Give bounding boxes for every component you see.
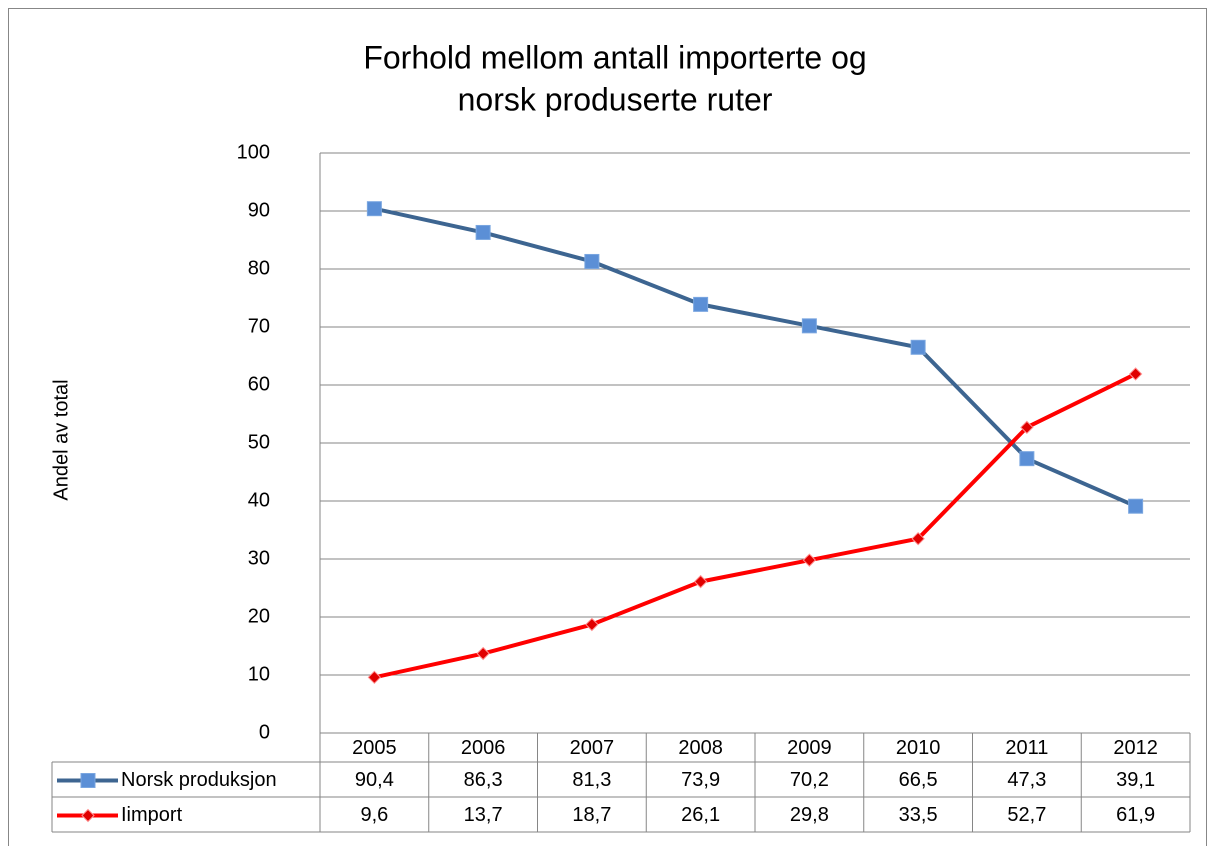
marker bbox=[910, 339, 926, 355]
x-tick-label: 2009 bbox=[787, 737, 832, 759]
x-tick-label: 2007 bbox=[570, 737, 615, 759]
marker bbox=[802, 553, 817, 567]
table-value: 26,1 bbox=[681, 804, 720, 826]
series-line bbox=[373, 206, 1137, 509]
y-tick-label: 60 bbox=[248, 373, 270, 395]
table-value: 86,3 bbox=[464, 769, 503, 791]
y-tick-label: 70 bbox=[248, 315, 270, 337]
table-value: 73,9 bbox=[681, 769, 720, 791]
x-tick-label: 2006 bbox=[461, 737, 506, 759]
marker bbox=[693, 296, 709, 312]
table-value: 90,4 bbox=[355, 769, 394, 791]
y-tick-label: 40 bbox=[248, 489, 270, 511]
y-tick-label: 0 bbox=[259, 721, 270, 743]
marker bbox=[475, 224, 491, 240]
y-tick-label: 100 bbox=[237, 141, 270, 163]
table-value: 18,7 bbox=[572, 804, 611, 826]
marker bbox=[1020, 420, 1034, 435]
chart-frame bbox=[8, 8, 1207, 846]
marker bbox=[585, 617, 599, 632]
y-tick-label: 90 bbox=[248, 199, 270, 221]
table-value: 33,5 bbox=[899, 804, 938, 826]
marker bbox=[1128, 367, 1143, 381]
marker bbox=[366, 201, 382, 217]
marker bbox=[1019, 451, 1035, 467]
table-value: 13,7 bbox=[464, 804, 503, 826]
legend-label: Norsk produksjon bbox=[121, 769, 277, 791]
marker bbox=[80, 773, 96, 788]
table-value: 81,3 bbox=[572, 769, 611, 791]
table-value: 66,5 bbox=[899, 769, 938, 791]
marker bbox=[81, 808, 95, 823]
y-tick-label: 50 bbox=[248, 431, 270, 453]
marker bbox=[476, 646, 490, 661]
y-tick-label: 20 bbox=[248, 605, 270, 627]
marker bbox=[801, 318, 817, 334]
legend-label: Iimport bbox=[121, 804, 183, 826]
x-tick-label: 2011 bbox=[1005, 737, 1048, 759]
y-tick-label: 80 bbox=[248, 257, 270, 279]
x-tick-label: 2010 bbox=[896, 737, 941, 759]
table-value: 29,8 bbox=[790, 804, 829, 826]
chart-title: norsk produserte ruter bbox=[458, 81, 773, 117]
y-axis-label: Andel av total bbox=[50, 379, 72, 500]
marker bbox=[584, 253, 600, 269]
chart-title: Forhold mellom antall importerte og bbox=[363, 39, 866, 75]
table-value: 61,9 bbox=[1116, 804, 1155, 826]
series-line bbox=[373, 372, 1137, 680]
x-tick-label: 2005 bbox=[352, 737, 397, 759]
x-tick-label: 2008 bbox=[678, 737, 723, 759]
y-tick-label: 30 bbox=[248, 547, 270, 569]
marker bbox=[911, 531, 925, 546]
marker bbox=[1128, 498, 1144, 514]
marker bbox=[693, 574, 708, 589]
table-value: 9,6 bbox=[360, 804, 388, 826]
table-value: 47,3 bbox=[1007, 769, 1046, 791]
table-value: 52,7 bbox=[1007, 804, 1046, 826]
y-tick-label: 10 bbox=[248, 663, 270, 685]
table-value: 70,2 bbox=[790, 769, 829, 791]
table-value: 39,1 bbox=[1116, 769, 1155, 791]
marker bbox=[367, 670, 382, 685]
x-tick-label: 2012 bbox=[1113, 737, 1158, 759]
